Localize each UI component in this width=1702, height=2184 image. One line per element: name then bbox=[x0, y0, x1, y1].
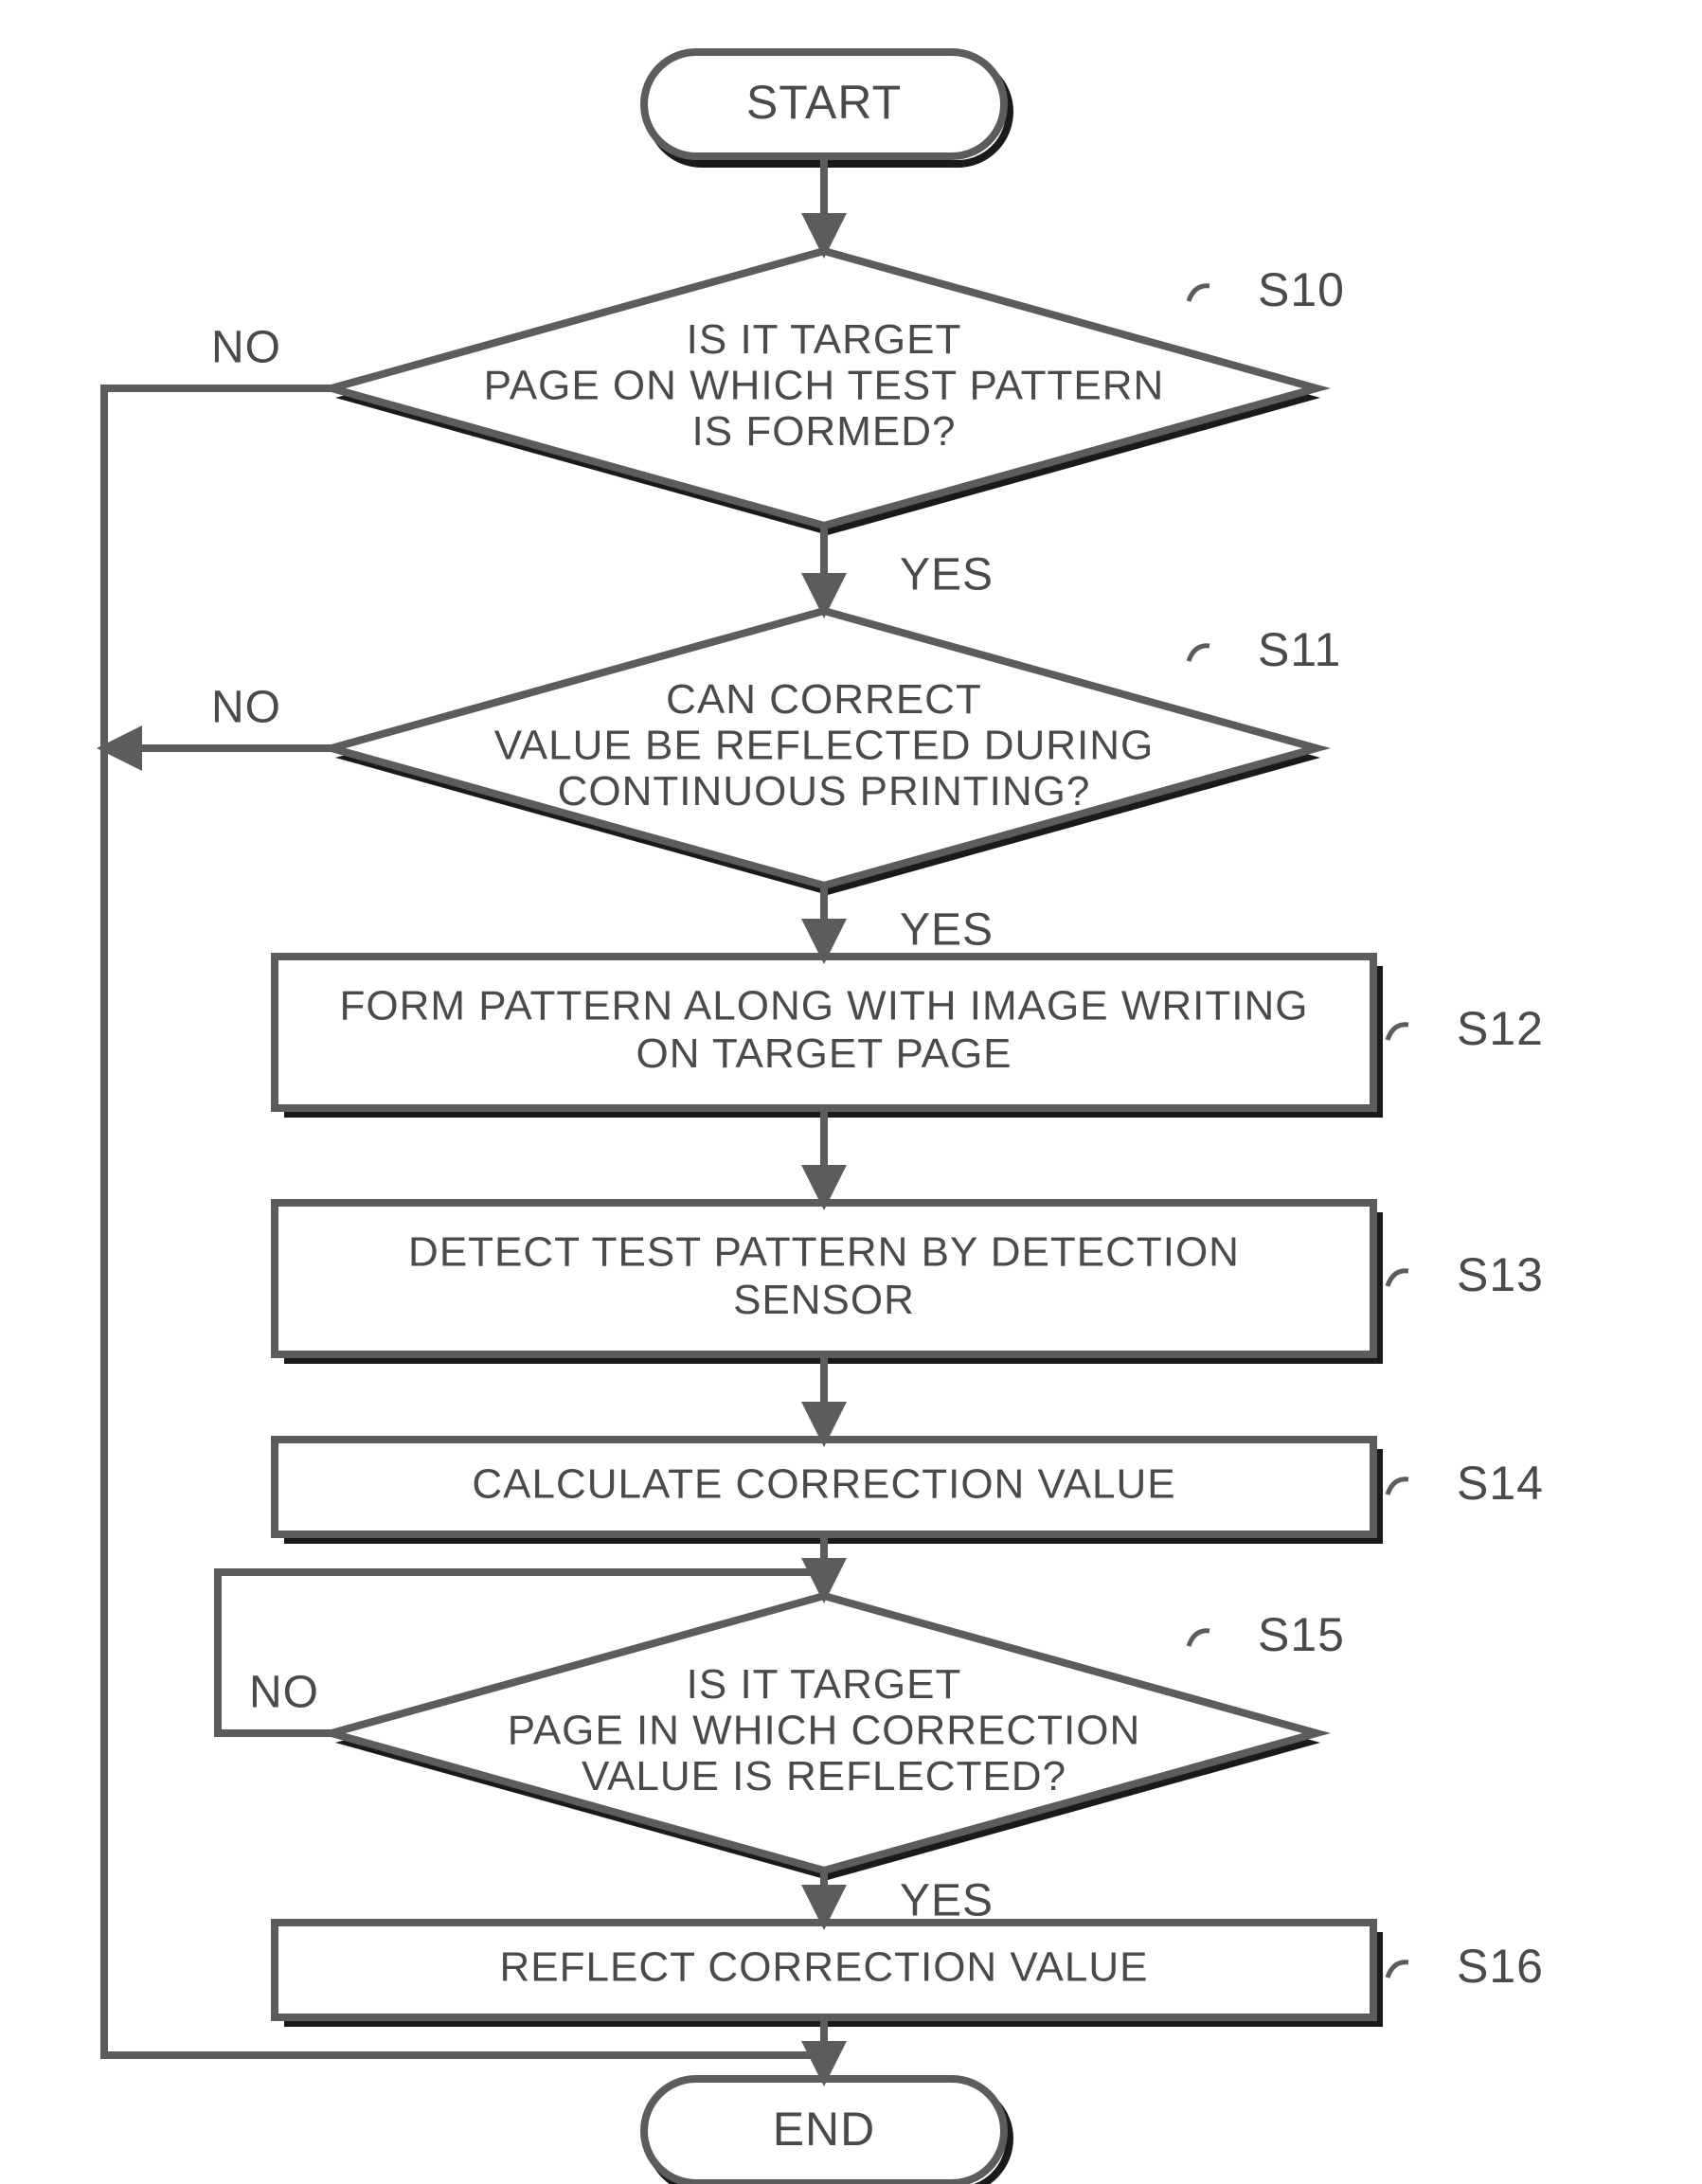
svg-text:S11: S11 bbox=[1258, 623, 1341, 676]
svg-text:VALUE BE REFLECTED DURING: VALUE BE REFLECTED DURING bbox=[494, 723, 1155, 769]
svg-text:IS IT TARGET: IS IT TARGET bbox=[687, 1661, 962, 1708]
svg-text:DETECT TEST PATTERN BY DETECTI: DETECT TEST PATTERN BY DETECTION bbox=[408, 1228, 1240, 1275]
svg-text:S15: S15 bbox=[1258, 1608, 1345, 1661]
flowchart-svg: STARTIS IT TARGETPAGE ON WHICH TEST PATT… bbox=[0, 0, 1702, 2184]
svg-text:CAN CORRECT: CAN CORRECT bbox=[666, 676, 982, 723]
svg-text:START: START bbox=[746, 76, 902, 129]
svg-text:END: END bbox=[773, 2103, 876, 2156]
svg-text:PAGE IN WHICH CORRECTION: PAGE IN WHICH CORRECTION bbox=[508, 1708, 1141, 1754]
svg-text:S12: S12 bbox=[1457, 1002, 1544, 1055]
svg-text:NO: NO bbox=[211, 683, 281, 733]
svg-text:CONTINUOUS PRINTING?: CONTINUOUS PRINTING? bbox=[558, 768, 1091, 815]
svg-text:REFLECT CORRECTION VALUE: REFLECT CORRECTION VALUE bbox=[500, 1944, 1149, 1991]
svg-text:YES: YES bbox=[900, 1876, 994, 1926]
svg-text:S16: S16 bbox=[1457, 1940, 1544, 1993]
svg-text:S13: S13 bbox=[1457, 1248, 1544, 1301]
svg-text:IS FORMED?: IS FORMED? bbox=[692, 408, 957, 455]
svg-text:PAGE ON WHICH TEST PATTERN: PAGE ON WHICH TEST PATTERN bbox=[484, 363, 1165, 409]
svg-text:CALCULATE CORRECTION VALUE: CALCULATE CORRECTION VALUE bbox=[472, 1461, 1175, 1508]
svg-text:NO: NO bbox=[249, 1668, 319, 1718]
svg-text:SENSOR: SENSOR bbox=[733, 1277, 915, 1323]
svg-text:FORM PATTERN ALONG WITH IMAGE: FORM PATTERN ALONG WITH IMAGE WRITING bbox=[340, 982, 1309, 1029]
svg-text:S10: S10 bbox=[1258, 263, 1345, 316]
svg-text:VALUE IS REFLECTED?: VALUE IS REFLECTED? bbox=[582, 1753, 1066, 1799]
svg-text:ON TARGET PAGE: ON TARGET PAGE bbox=[636, 1030, 1012, 1077]
svg-text:YES: YES bbox=[900, 550, 994, 600]
svg-text:S14: S14 bbox=[1457, 1457, 1544, 1510]
svg-text:NO: NO bbox=[211, 323, 281, 373]
svg-text:YES: YES bbox=[900, 905, 994, 956]
svg-text:IS IT TARGET: IS IT TARGET bbox=[687, 316, 962, 363]
